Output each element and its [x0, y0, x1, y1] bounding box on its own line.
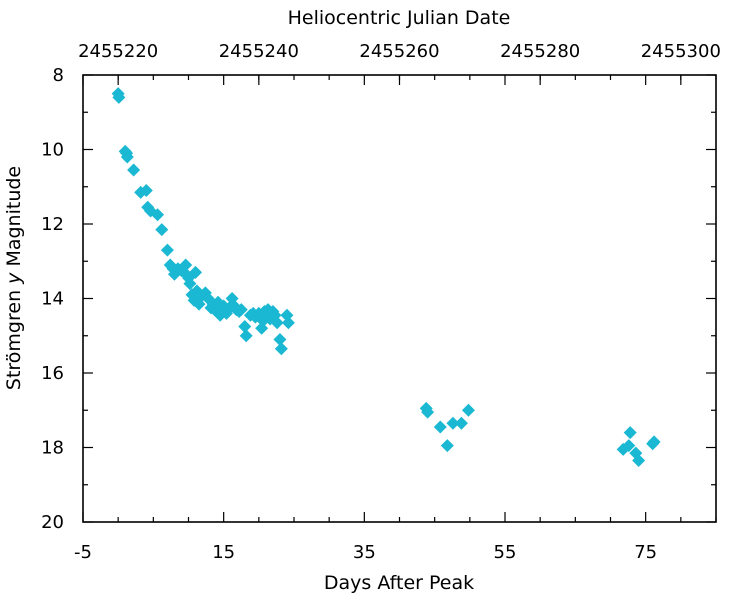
data-point: [120, 150, 134, 164]
top-tick-label: 2455240: [219, 41, 299, 62]
x-tick-label: 15: [212, 542, 235, 563]
data-point: [274, 342, 288, 356]
x-tick-label: 55: [494, 542, 517, 563]
top-axis-title: Heliocentric Julian Date: [288, 7, 511, 29]
y-tick-label: 12: [41, 214, 64, 235]
data-point: [273, 332, 287, 346]
top-tick-label: 2455300: [641, 41, 721, 62]
data-point: [127, 163, 141, 177]
data-point: [632, 454, 646, 468]
data-point: [454, 416, 468, 430]
y-tick-label: 10: [41, 140, 64, 161]
tick-labels: -5 15 35 55 75 2455220 2455240 2455260 2455280 24…: [41, 41, 721, 563]
data-point: [189, 265, 203, 279]
y-tick-label: 18: [41, 438, 64, 459]
data-point: [155, 223, 169, 237]
data-point: [461, 403, 475, 417]
y-axis-title-pre: Strömgren: [3, 284, 25, 390]
y-axis-title-var: y: [3, 272, 25, 285]
data-point: [248, 310, 262, 324]
y-tick-label: 14: [41, 289, 64, 310]
data-point: [623, 426, 637, 440]
data-point: [183, 277, 197, 291]
data-point: [433, 420, 447, 434]
top-tick-label: 2455280: [500, 41, 580, 62]
data-point: [421, 405, 435, 419]
y-axis-title-post: Magnitude: [3, 166, 25, 273]
data-point: [270, 316, 284, 330]
data-point: [139, 183, 153, 197]
y-axis-title: Strömgren y Magnitude: [3, 166, 25, 390]
x-tick-label: 35: [353, 542, 376, 563]
plot-frame: [82, 74, 717, 523]
data-point: [647, 435, 661, 449]
x-tick-label: -5: [74, 542, 92, 563]
top-tick-label: 2455260: [359, 41, 439, 62]
data-point: [238, 319, 252, 333]
y-tick-label: 16: [41, 363, 64, 384]
y-tick-label: 20: [41, 512, 64, 533]
data-point: [622, 439, 636, 453]
data-point: [151, 208, 165, 222]
data-point: [112, 90, 126, 104]
data-point: [281, 316, 295, 330]
data-point: [179, 258, 193, 272]
y-tick-label: 8: [53, 65, 64, 86]
ticks: [82, 74, 717, 523]
top-tick-label: 2455220: [78, 41, 158, 62]
x-tick-label: 75: [634, 542, 657, 563]
data-point: [440, 439, 454, 453]
data-points: [111, 87, 661, 468]
data-point: [239, 329, 253, 343]
data-point: [160, 243, 174, 257]
data-point: [234, 303, 248, 317]
x-axis-title: Days After Peak: [324, 572, 474, 594]
data-point: [446, 416, 460, 430]
